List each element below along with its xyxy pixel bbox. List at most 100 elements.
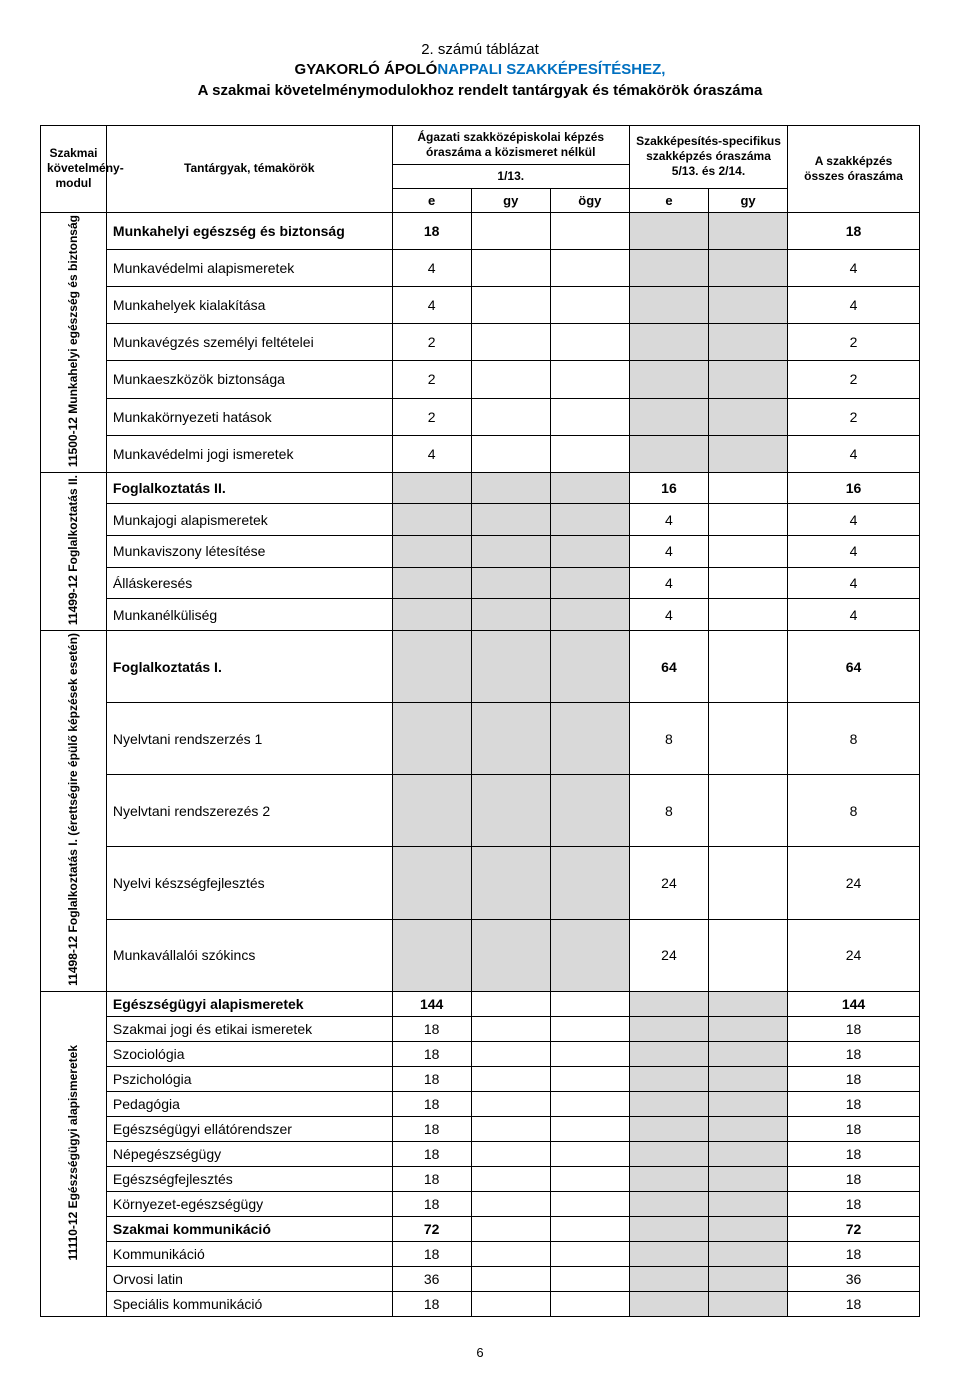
cell-gy1 <box>471 1116 550 1141</box>
cell-gy1 <box>471 1041 550 1066</box>
cell-gy2 <box>709 361 788 398</box>
module-cell: 11499-12 Foglalkoztatás II. <box>41 472 107 630</box>
cell-gy2 <box>709 775 788 847</box>
cell-ogy <box>550 775 629 847</box>
cell-ogy <box>550 1241 629 1266</box>
cell-e2 <box>629 212 708 249</box>
cell-e2 <box>629 1216 708 1241</box>
cell-total: 64 <box>788 630 920 702</box>
cell-e2 <box>629 1016 708 1041</box>
cell-ogy <box>550 1091 629 1116</box>
cell-e2 <box>629 1066 708 1091</box>
cell-e1: 18 <box>392 1241 471 1266</box>
cell-total: 4 <box>788 536 920 568</box>
cell-e2 <box>629 1241 708 1266</box>
cell-gy2 <box>709 1266 788 1291</box>
table-head: Szakmai követelmény-modul Tantárgyak, té… <box>41 125 920 212</box>
table-row: Szakmai jogi és etikai ismeretek1818 <box>41 1016 920 1041</box>
th-e1: e <box>392 188 471 212</box>
cell-total: 18 <box>788 1291 920 1316</box>
cell-total: 4 <box>788 249 920 286</box>
cell-e1 <box>392 630 471 702</box>
cell-gy1 <box>471 1066 550 1091</box>
table-body: 11500-12 Munkahelyi egészség és biztonsá… <box>41 212 920 1316</box>
cell-gy1 <box>471 361 550 398</box>
cell-e1: 2 <box>392 324 471 361</box>
cell-e1: 2 <box>392 361 471 398</box>
cell-ogy <box>550 1016 629 1041</box>
topic-cell: Egészségfejlesztés <box>106 1166 392 1191</box>
table-row: Munkanélküliség44 <box>41 599 920 631</box>
topic-cell: Munkanélküliség <box>106 599 392 631</box>
cell-ogy <box>550 630 629 702</box>
cell-gy1 <box>471 504 550 536</box>
cell-e1: 18 <box>392 1141 471 1166</box>
cell-total: 8 <box>788 703 920 775</box>
title-line-2b: NAPPALI SZAKKÉPESÍTÉSHEZ, <box>437 61 665 78</box>
table-row: Munkavégzés személyi feltételei22 <box>41 324 920 361</box>
cell-total: 8 <box>788 775 920 847</box>
cell-ogy <box>550 703 629 775</box>
cell-gy2 <box>709 703 788 775</box>
cell-e2 <box>629 1166 708 1191</box>
topic-cell: Orvosi latin <box>106 1266 392 1291</box>
cell-gy1 <box>471 1216 550 1241</box>
cell-ogy <box>550 212 629 249</box>
title-line-2: GYAKORLÓ ÁPOLÓNAPPALI SZAKKÉPESÍTÉSHEZ, <box>40 60 920 80</box>
cell-e2 <box>629 249 708 286</box>
cell-e2 <box>629 435 708 472</box>
th-e2: e <box>629 188 708 212</box>
topic-cell: Munkavédelmi jogi ismeretek <box>106 435 392 472</box>
th-topics: Tantárgyak, témakörök <box>106 125 392 212</box>
cell-e2 <box>629 1291 708 1316</box>
module-cell: 11110-12 Egészségügyi alapismeretek <box>41 991 107 1316</box>
cell-gy2 <box>709 1241 788 1266</box>
cell-e1: 4 <box>392 435 471 472</box>
cell-e1: 18 <box>392 1291 471 1316</box>
cell-e2: 64 <box>629 630 708 702</box>
topic-cell: Munkavállalói szókincs <box>106 919 392 991</box>
cell-e2 <box>629 1266 708 1291</box>
module-cell: 11500-12 Munkahelyi egészség és biztonsá… <box>41 212 107 472</box>
cell-gy2 <box>709 398 788 435</box>
cell-gy1 <box>471 1141 550 1166</box>
cell-e2 <box>629 1141 708 1166</box>
table-row: 11499-12 Foglalkoztatás II.Foglalkoztatá… <box>41 472 920 504</box>
cell-gy1 <box>471 398 550 435</box>
topic-cell: Foglalkoztatás II. <box>106 472 392 504</box>
cell-e1 <box>392 472 471 504</box>
cell-total: 18 <box>788 1141 920 1166</box>
cell-ogy <box>550 1266 629 1291</box>
table-row: Egészségügyi ellátórendszer1818 <box>41 1116 920 1141</box>
cell-e1 <box>392 536 471 568</box>
cell-e2 <box>629 1041 708 1066</box>
cell-total: 4 <box>788 504 920 536</box>
th-module: Szakmai követelmény-modul <box>41 125 107 212</box>
topic-cell: Munkaeszközök biztonsága <box>106 361 392 398</box>
cell-ogy <box>550 567 629 599</box>
cell-ogy <box>550 1166 629 1191</box>
table-row: Szociológia1818 <box>41 1041 920 1066</box>
cell-e1: 2 <box>392 398 471 435</box>
cell-e2: 16 <box>629 472 708 504</box>
module-cell: 11498-12 Foglalkoztatás I. (érettségire … <box>41 630 107 991</box>
module-label: 11110-12 Egészségügyi alapismeretek <box>66 1045 80 1260</box>
cell-ogy <box>550 1116 629 1141</box>
topic-cell: Munkahelyi egészség és biztonság <box>106 212 392 249</box>
cell-ogy <box>550 1041 629 1066</box>
cell-total: 4 <box>788 435 920 472</box>
cell-ogy <box>550 472 629 504</box>
cell-total: 18 <box>788 1091 920 1116</box>
cell-gy1 <box>471 1091 550 1116</box>
cell-total: 4 <box>788 567 920 599</box>
cell-total: 18 <box>788 1116 920 1141</box>
cell-gy2 <box>709 1291 788 1316</box>
cell-ogy <box>550 1191 629 1216</box>
cell-gy2 <box>709 324 788 361</box>
topic-cell: Kommunikáció <box>106 1241 392 1266</box>
cell-gy1 <box>471 1241 550 1266</box>
cell-e1: 18 <box>392 1116 471 1141</box>
cell-gy2 <box>709 1041 788 1066</box>
cell-gy1 <box>471 212 550 249</box>
cell-total: 24 <box>788 847 920 919</box>
